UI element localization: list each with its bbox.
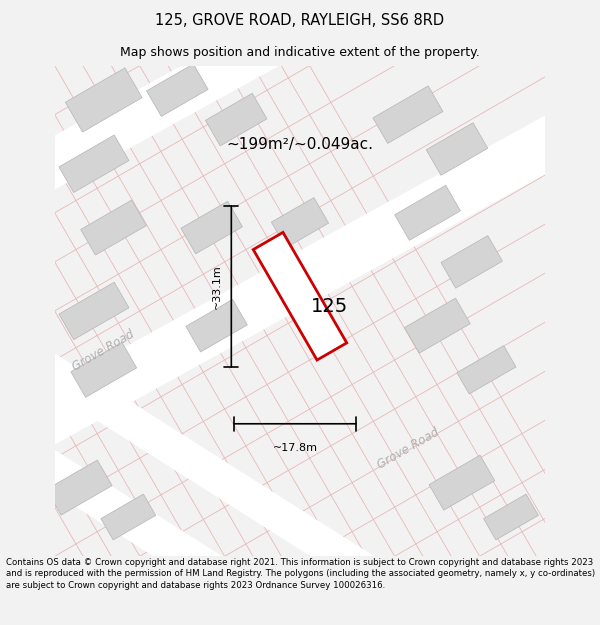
Polygon shape bbox=[429, 455, 495, 510]
Polygon shape bbox=[65, 68, 142, 132]
Text: Grove Road: Grove Road bbox=[374, 426, 441, 471]
Polygon shape bbox=[271, 198, 329, 248]
Polygon shape bbox=[457, 346, 516, 394]
Text: 125, GROVE ROAD, RAYLEIGH, SS6 8RD: 125, GROVE ROAD, RAYLEIGH, SS6 8RD bbox=[155, 13, 445, 28]
Polygon shape bbox=[46, 460, 112, 515]
Polygon shape bbox=[81, 200, 146, 255]
Polygon shape bbox=[0, 41, 261, 581]
Polygon shape bbox=[404, 298, 470, 353]
Polygon shape bbox=[59, 282, 129, 339]
Polygon shape bbox=[181, 201, 242, 254]
Polygon shape bbox=[186, 299, 247, 352]
Polygon shape bbox=[373, 86, 443, 143]
Polygon shape bbox=[0, 41, 413, 581]
Polygon shape bbox=[30, 102, 570, 458]
Text: Map shows position and indicative extent of the property.: Map shows position and indicative extent… bbox=[120, 46, 480, 59]
Polygon shape bbox=[253, 232, 347, 360]
Polygon shape bbox=[59, 135, 129, 192]
Text: Contains OS data © Crown copyright and database right 2021. This information is : Contains OS data © Crown copyright and d… bbox=[6, 558, 595, 590]
Text: 125: 125 bbox=[311, 296, 348, 316]
Polygon shape bbox=[101, 494, 155, 540]
Polygon shape bbox=[395, 186, 460, 240]
Polygon shape bbox=[426, 122, 488, 175]
Polygon shape bbox=[71, 342, 137, 398]
Polygon shape bbox=[484, 494, 538, 540]
Polygon shape bbox=[441, 236, 502, 288]
Text: ~199m²/~0.049ac.: ~199m²/~0.049ac. bbox=[227, 137, 373, 152]
Polygon shape bbox=[30, 0, 570, 203]
Text: Grove Road: Grove Road bbox=[70, 328, 137, 373]
Polygon shape bbox=[146, 64, 208, 116]
Polygon shape bbox=[205, 93, 267, 146]
Text: ~17.8m: ~17.8m bbox=[272, 443, 317, 453]
Text: ~33.1m: ~33.1m bbox=[212, 264, 221, 309]
